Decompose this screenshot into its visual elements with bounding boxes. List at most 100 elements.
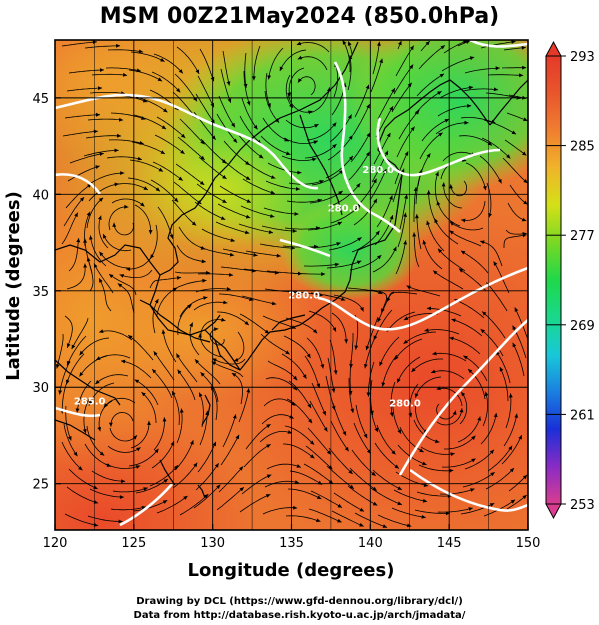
- streamline-arrowhead: [162, 417, 167, 422]
- streamline: [176, 408, 183, 444]
- streamline: [265, 72, 271, 108]
- streamline-arrowhead: [426, 220, 430, 226]
- streamline: [289, 470, 323, 485]
- streamline-arrowhead: [79, 197, 85, 202]
- streamline-arrowhead: [384, 150, 388, 156]
- streamline: [311, 169, 344, 186]
- streamline: [221, 158, 251, 181]
- streamline-arrowhead: [161, 329, 166, 334]
- streamline: [174, 271, 211, 274]
- isotherm-labels: 285.0 280.0 280.0 280.0 280.0: [74, 165, 421, 409]
- streamline-arrowhead: [98, 197, 104, 202]
- streamline: [107, 445, 141, 453]
- streamline: [264, 480, 300, 488]
- streamline-arrowhead: [312, 157, 317, 162]
- streamline: [222, 50, 230, 86]
- streamline-arrowhead: [425, 41, 430, 46]
- streamline-arrowhead: [440, 45, 445, 50]
- streamline: [352, 103, 371, 136]
- streamline-arrowhead: [344, 339, 349, 344]
- streamline-arrowhead: [389, 195, 393, 200]
- streamline: [372, 41, 380, 75]
- streamline: [481, 311, 506, 339]
- streamline: [329, 339, 337, 375]
- streamline: [134, 379, 159, 406]
- streamline-arrowhead: [82, 428, 87, 434]
- streamline: [373, 309, 393, 341]
- streamline: [436, 200, 461, 227]
- streamline-arrowhead: [333, 370, 338, 375]
- streamline-arrowhead: [266, 444, 271, 448]
- streamline: [349, 254, 382, 271]
- streamline: [398, 110, 420, 140]
- streamline: [326, 260, 362, 269]
- streamline-arrowhead: [406, 523, 412, 528]
- x-tick-label: 125: [121, 536, 146, 551]
- streamline: [174, 440, 194, 471]
- streamline-arrowhead: [291, 401, 296, 406]
- streamline-arrowhead: [438, 132, 443, 137]
- streamline: [107, 49, 144, 53]
- streamline: [437, 105, 472, 117]
- streamline: [238, 388, 250, 423]
- streamline: [219, 293, 254, 301]
- streamline: [176, 46, 200, 75]
- streamline-arrowhead: [519, 73, 524, 78]
- isotherm-label: 280.0: [288, 291, 320, 302]
- streamline: [179, 493, 209, 516]
- streamline-arrowhead: [135, 465, 141, 469]
- streamline-arrowhead: [270, 214, 275, 218]
- streamline: [397, 212, 407, 248]
- streamline-arrowhead: [143, 487, 148, 491]
- streamline-arrowhead: [514, 413, 519, 418]
- streamline: [409, 383, 419, 418]
- streamline: [264, 90, 280, 123]
- streamline: [64, 513, 99, 527]
- streamline: [156, 116, 186, 139]
- streamline-arrowhead: [200, 372, 205, 377]
- streamline: [441, 56, 475, 72]
- streamline: [89, 92, 126, 94]
- streamline: [307, 427, 332, 455]
- streamline-arrowhead: [99, 278, 103, 283]
- streamline: [210, 385, 218, 421]
- streamline-arrowhead: [295, 187, 300, 191]
- streamline: [195, 93, 216, 125]
- streamline: [460, 250, 489, 274]
- streamline: [430, 370, 465, 380]
- streamline-arrowhead: [344, 446, 349, 452]
- streamline: [413, 232, 420, 268]
- streamline: [461, 200, 486, 221]
- streamline-arrowhead: [483, 185, 487, 191]
- streamline-arrowhead: [99, 68, 104, 72]
- streamline-arrowhead: [222, 175, 227, 179]
- streamline: [283, 137, 319, 144]
- streamline: [89, 488, 124, 498]
- streamline-arrowhead: [266, 424, 271, 428]
- streamline-arrowhead: [397, 378, 401, 383]
- streamline: [419, 132, 443, 160]
- streamline-arrowhead: [286, 151, 291, 156]
- streamline-arrowhead: [122, 72, 128, 77]
- streamline-arrowhead: [293, 505, 298, 510]
- streamline-arrowhead: [497, 178, 502, 184]
- streamline-arrowhead: [292, 229, 297, 233]
- streamline: [450, 180, 468, 197]
- streamline-arrowhead: [183, 495, 188, 500]
- streamline-arrowhead: [74, 212, 78, 218]
- streamline: [119, 269, 153, 279]
- streamline-arrowhead: [195, 69, 200, 74]
- streamline: [434, 171, 440, 207]
- streamline-arrowhead: [276, 253, 281, 258]
- streamline: [416, 73, 445, 97]
- streamline: [110, 412, 134, 427]
- streamline: [177, 304, 192, 336]
- streamline: [239, 115, 262, 145]
- streamline-arrowhead: [349, 363, 353, 369]
- streamline: [253, 45, 261, 81]
- streamline-arrowhead: [414, 393, 419, 398]
- streamline: [288, 380, 312, 409]
- streamline: [211, 361, 244, 378]
- streamline: [328, 447, 353, 475]
- streamline: [287, 488, 322, 500]
